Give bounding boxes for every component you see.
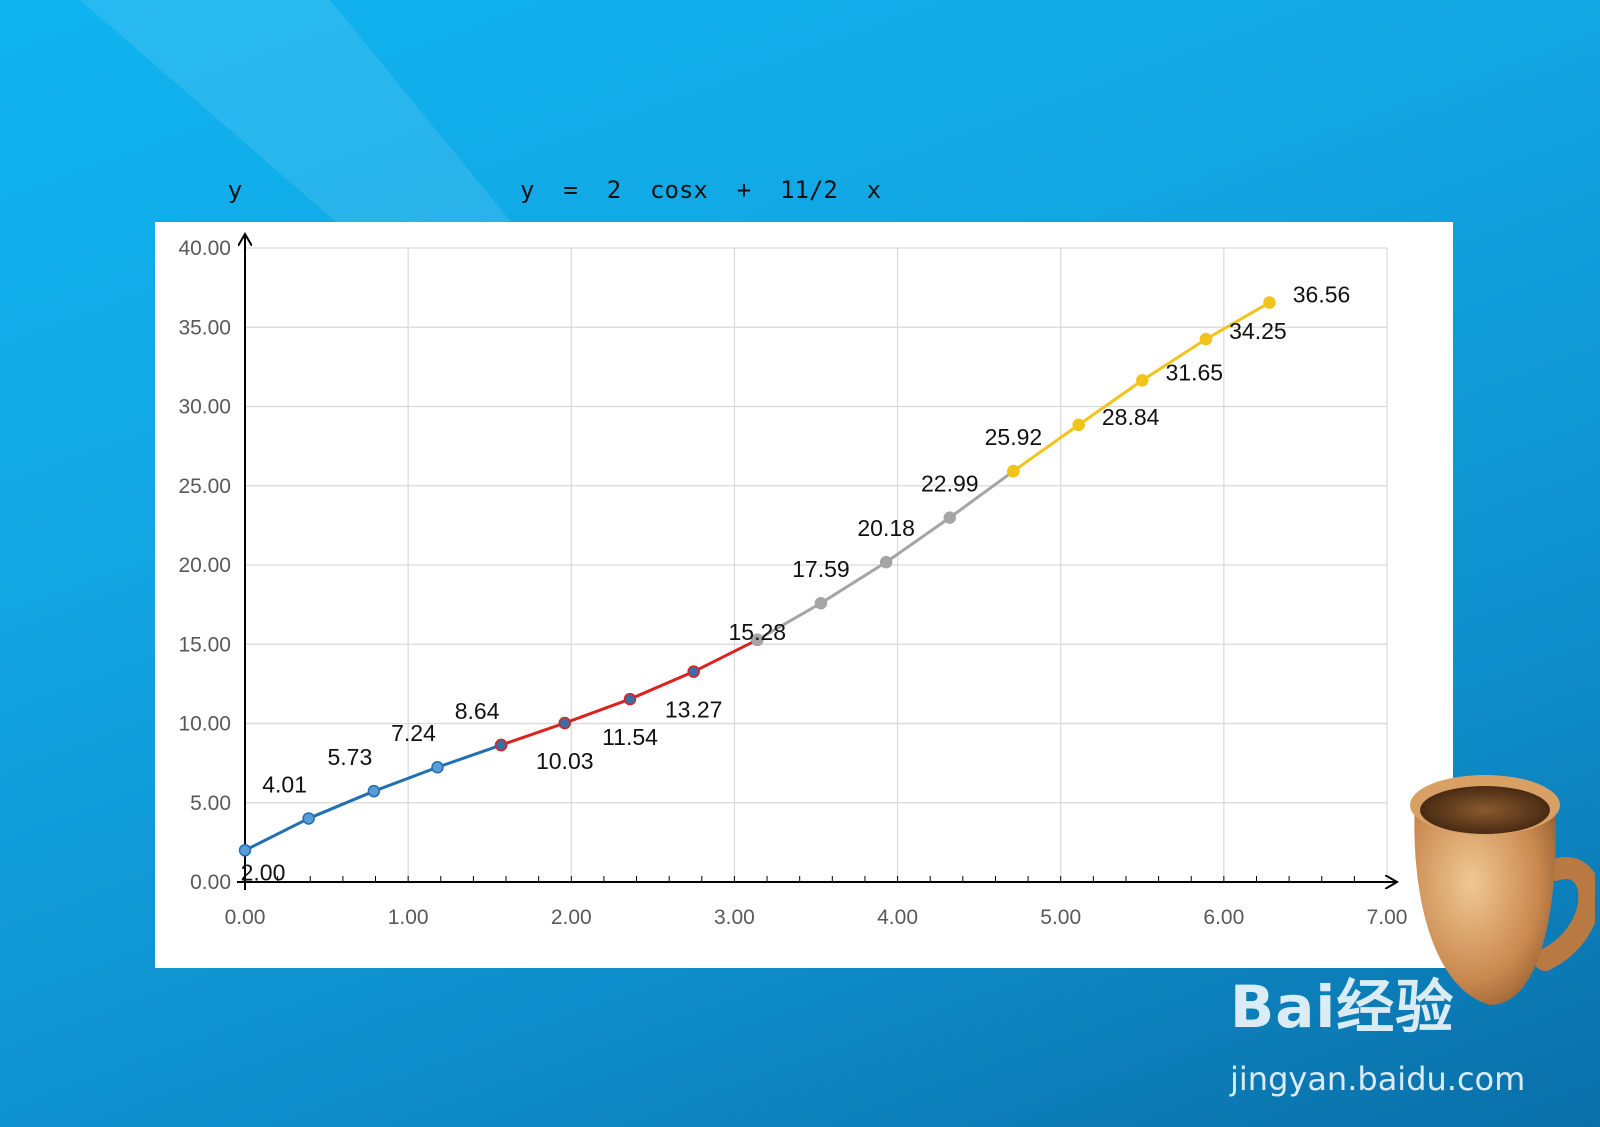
data-label: 20.18 xyxy=(857,515,915,541)
data-point xyxy=(1263,296,1276,309)
data-label: 5.73 xyxy=(328,744,373,770)
line-chart: 0.00 5.00 10.00 15.00 20.00 25.00 30.00 35.00 40… xyxy=(178,222,1453,929)
data-point xyxy=(687,665,700,678)
data-point xyxy=(943,511,957,524)
x-tick-label: 1.00 xyxy=(388,906,429,929)
data-point xyxy=(302,812,315,825)
data-point xyxy=(814,596,828,610)
series-lines xyxy=(238,296,1276,857)
x-tick-label: 4.00 xyxy=(877,906,918,929)
chart-panel: 0.00 5.00 10.00 15.00 20.00 25.00 30.00 35.00 40… xyxy=(155,222,1453,968)
coffee-cup-icon xyxy=(1410,775,1595,1005)
data-label: 34.25 xyxy=(1229,318,1287,344)
data-label: 7.24 xyxy=(391,720,436,746)
y-tick-label: 20.00 xyxy=(178,554,231,577)
data-label: 22.99 xyxy=(921,471,979,497)
y-tick-label: 35.00 xyxy=(178,316,231,339)
x-tick-label: 6.00 xyxy=(1203,906,1244,929)
chart-title: y = 2 cosx + 11/2 x xyxy=(520,176,882,204)
data-label: 31.65 xyxy=(1166,359,1224,385)
data-label: 2.00 xyxy=(241,859,286,885)
data-point xyxy=(1199,332,1213,346)
data-point xyxy=(1007,464,1020,478)
y-tick-label: 0.00 xyxy=(190,871,231,894)
data-point xyxy=(1072,418,1085,432)
watermark-brand: Bai经验 xyxy=(1230,973,1455,1041)
data-point xyxy=(494,738,508,752)
data-point xyxy=(238,844,252,857)
axes: 0.00 5.00 10.00 15.00 20.00 25.00 30.00 35.00 40… xyxy=(178,234,1453,929)
x-tick-label: 2.00 xyxy=(551,906,592,929)
data-point xyxy=(623,692,637,706)
data-label: 10.03 xyxy=(536,748,594,774)
y-tick-label: 5.00 xyxy=(190,792,231,815)
data-label: 25.92 xyxy=(985,424,1043,450)
y-tick-label: 25.00 xyxy=(178,475,231,498)
series-line xyxy=(244,743,502,852)
data-point xyxy=(431,760,444,774)
data-point xyxy=(1136,374,1149,387)
y-tick-label: 10.00 xyxy=(178,713,231,736)
data-labels: 2.00 4.01 5.73 7.24 8.64 10.03 11.54 13.27 15.28… xyxy=(241,282,1351,886)
data-label: 17.59 xyxy=(792,556,850,582)
data-label: 15.28 xyxy=(728,619,786,645)
x-tick-label: 0.00 xyxy=(225,906,266,929)
y-tick-label: 40.00 xyxy=(178,237,231,260)
data-point xyxy=(879,555,893,569)
y-tick-label: 15.00 xyxy=(178,633,231,656)
y-tick-label: 30.00 xyxy=(178,396,231,419)
data-label: 8.64 xyxy=(455,698,500,724)
data-label: 13.27 xyxy=(665,697,723,723)
y-axis-title: y xyxy=(228,176,243,204)
data-label: 11.54 xyxy=(602,724,658,750)
data-point xyxy=(367,784,381,798)
gridlines xyxy=(245,247,1388,882)
x-tick-label: 7.00 xyxy=(1367,906,1408,929)
data-label: 4.01 xyxy=(262,771,307,797)
watermark-url: jingyan.baidu.com xyxy=(1230,1060,1526,1098)
data-point xyxy=(558,716,572,730)
data-label: 36.56 xyxy=(1293,282,1351,308)
data-label: 28.84 xyxy=(1102,404,1160,430)
data-point xyxy=(751,633,764,647)
x-tick-label: 3.00 xyxy=(714,906,755,929)
x-tick-label: 5.00 xyxy=(1040,906,1081,929)
baidu-watermark: Bai经验 jingyan.baidu.com xyxy=(1230,960,1525,1098)
